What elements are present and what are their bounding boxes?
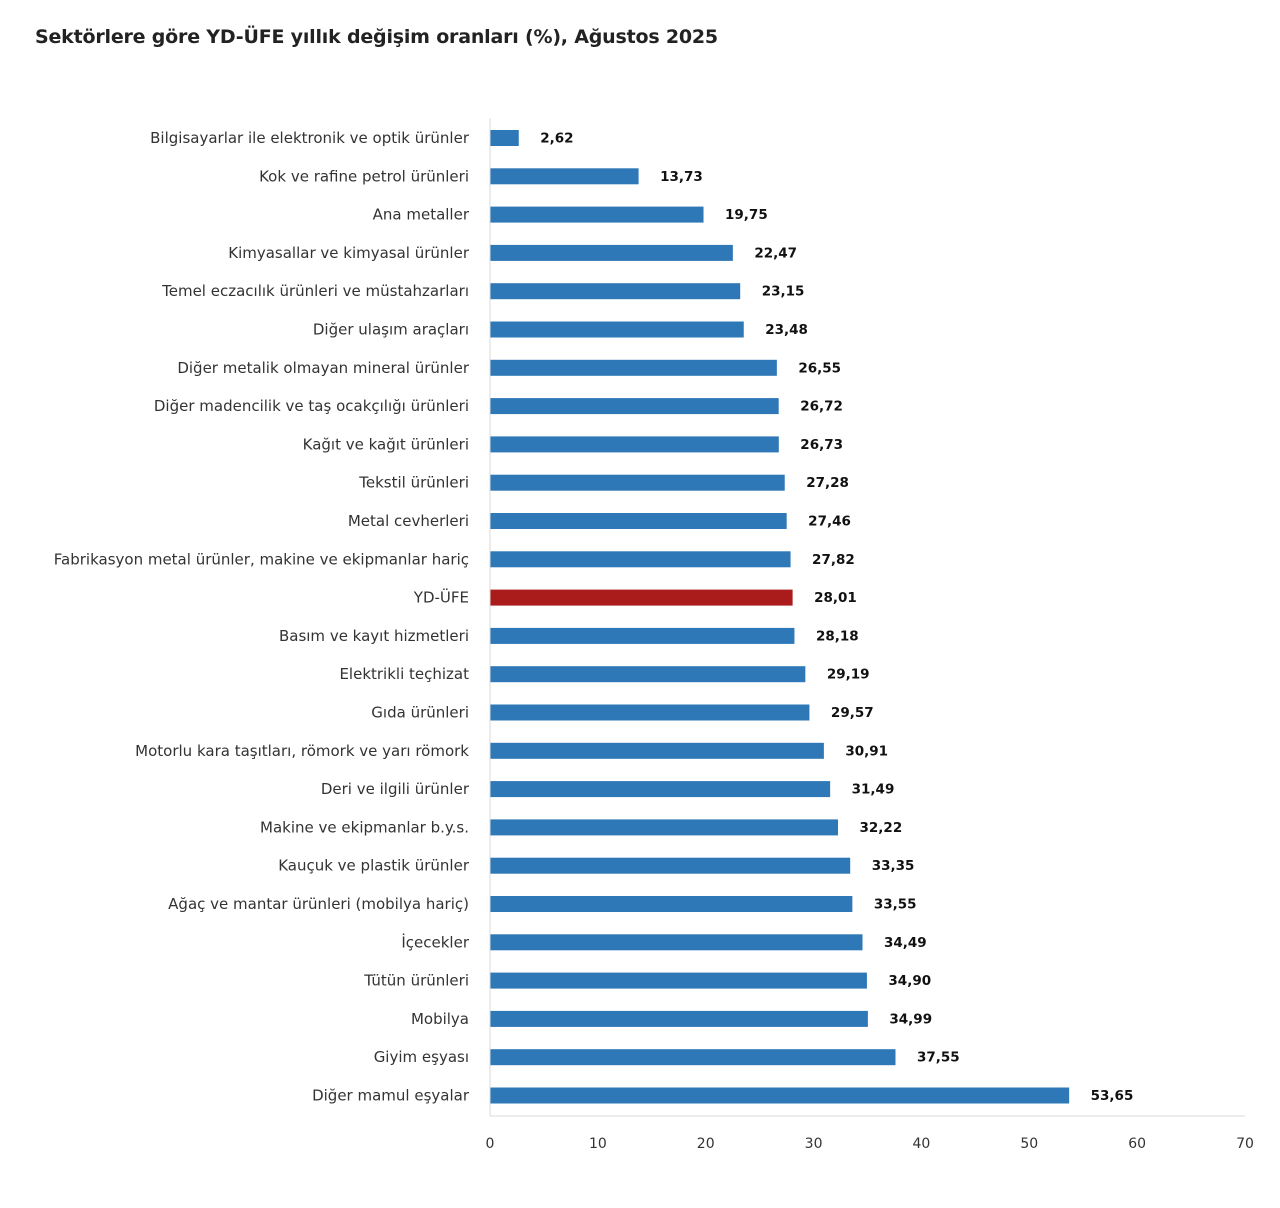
data-label: 23,48	[765, 322, 808, 338]
category-label: Kağıt ve kağıt ürünleri	[303, 435, 469, 453]
bar	[490, 130, 519, 146]
data-label: 53,65	[1091, 1088, 1134, 1104]
bar	[490, 168, 639, 185]
x-tick-label: 50	[1020, 1136, 1038, 1152]
bar	[490, 972, 867, 989]
data-label: 28,18	[816, 628, 859, 644]
bar	[490, 857, 851, 874]
data-label: 30,91	[845, 743, 888, 759]
category-label: Kimyasallar ve kimyasal ürünler	[228, 244, 470, 262]
data-label: 26,72	[800, 399, 843, 415]
bar	[490, 283, 741, 300]
category-label: Temel eczacılık ürünleri ve müstahzarlar…	[161, 282, 469, 300]
bar	[490, 1049, 896, 1066]
category-label: Diğer ulaşım araçları	[313, 321, 469, 339]
category-label: Gıda ürünleri	[371, 704, 469, 722]
x-tick-label: 30	[805, 1136, 823, 1152]
category-label: YD-ÜFE	[413, 588, 469, 607]
bar	[490, 1087, 1070, 1104]
x-tick-label: 20	[697, 1136, 715, 1152]
x-tick-label: 40	[913, 1136, 931, 1152]
data-label: 2,62	[540, 131, 573, 147]
category-label: Metal cevherleri	[348, 512, 469, 530]
category-label: Tekstil ürünleri	[358, 474, 469, 492]
bar	[490, 398, 779, 415]
category-label: Elektrikli teçhizat	[339, 665, 469, 683]
chart-title: Sektörlere göre YD-ÜFE yıllık değişim or…	[35, 26, 718, 48]
bar	[490, 551, 791, 568]
category-label: Tütün ürünleri	[363, 972, 469, 990]
data-label: 22,47	[754, 245, 797, 261]
data-label: 19,75	[725, 207, 768, 223]
bar	[490, 742, 824, 759]
category-label: İçecekler	[401, 932, 469, 951]
category-label: Diğer metalik olmayan mineral ürünler	[177, 359, 469, 377]
category-label: Basım ve kayıt hizmetleri	[279, 627, 469, 645]
bar	[490, 359, 777, 376]
category-label: Kok ve rafine petrol ürünleri	[259, 167, 469, 185]
category-label: Ana metaller	[373, 206, 470, 224]
category-label: Ağaç ve mantar ürünleri (mobilya hariç)	[168, 895, 469, 913]
data-label: 33,35	[872, 858, 915, 874]
x-tick-label: 0	[486, 1136, 495, 1152]
bar	[490, 666, 806, 683]
data-label: 27,46	[808, 514, 851, 530]
bar	[490, 321, 744, 338]
bar	[490, 627, 795, 644]
data-label: 34,49	[884, 935, 927, 951]
bar-highlight	[490, 589, 793, 606]
data-label: 29,57	[831, 705, 874, 721]
x-tick-label: 60	[1128, 1136, 1146, 1152]
x-tick-label: 10	[589, 1136, 607, 1152]
bar	[490, 934, 863, 951]
data-label: 23,15	[762, 284, 805, 300]
data-label: 27,82	[812, 552, 855, 568]
data-label: 27,28	[806, 475, 849, 491]
data-label: 29,19	[827, 667, 870, 683]
x-tick-label: 70	[1236, 1136, 1254, 1152]
data-label: 28,01	[814, 590, 857, 606]
category-label: Motorlu kara taşıtları, römork ve yarı r…	[135, 742, 469, 760]
bar	[490, 244, 733, 261]
data-label: 26,55	[798, 360, 841, 376]
bar	[490, 781, 831, 798]
category-label: Makine ve ekipmanlar b.y.s.	[260, 818, 469, 836]
category-label: Giyim eşyası	[374, 1048, 469, 1066]
data-label: 34,90	[888, 973, 931, 989]
data-label: 34,99	[889, 1011, 932, 1027]
category-label: Diğer madencilik ve taş ocakçılığı ürünl…	[154, 397, 469, 415]
bar	[490, 513, 787, 529]
bar	[490, 206, 704, 223]
data-label: 26,73	[800, 437, 843, 453]
category-label: Deri ve ilgili ürünler	[321, 780, 470, 798]
bar	[490, 819, 839, 836]
data-label: 37,55	[917, 1050, 960, 1066]
bar	[490, 436, 779, 453]
bar	[490, 704, 810, 721]
data-label: 32,22	[860, 820, 903, 836]
category-label: Diğer mamul eşyalar	[312, 1087, 470, 1105]
bar	[490, 896, 853, 912]
category-label: Bilgisayarlar ile elektronik ve optik ür…	[150, 129, 470, 147]
data-label: 33,55	[874, 897, 917, 913]
data-label: 13,73	[660, 169, 703, 185]
category-label: Fabrikasyon metal ürünler, makine ve eki…	[54, 550, 469, 568]
category-label: Kauçuk ve plastik ürünler	[278, 857, 470, 875]
data-label: 31,49	[852, 782, 895, 798]
category-label: Mobilya	[411, 1010, 469, 1028]
bar	[490, 1010, 868, 1027]
bar	[490, 474, 785, 491]
